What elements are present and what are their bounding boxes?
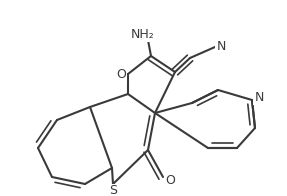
Text: O: O (165, 174, 175, 188)
Text: NH₂: NH₂ (131, 27, 155, 41)
Text: O: O (116, 67, 126, 81)
Text: N: N (216, 40, 226, 53)
Text: S: S (109, 184, 117, 196)
Text: N: N (254, 91, 264, 103)
